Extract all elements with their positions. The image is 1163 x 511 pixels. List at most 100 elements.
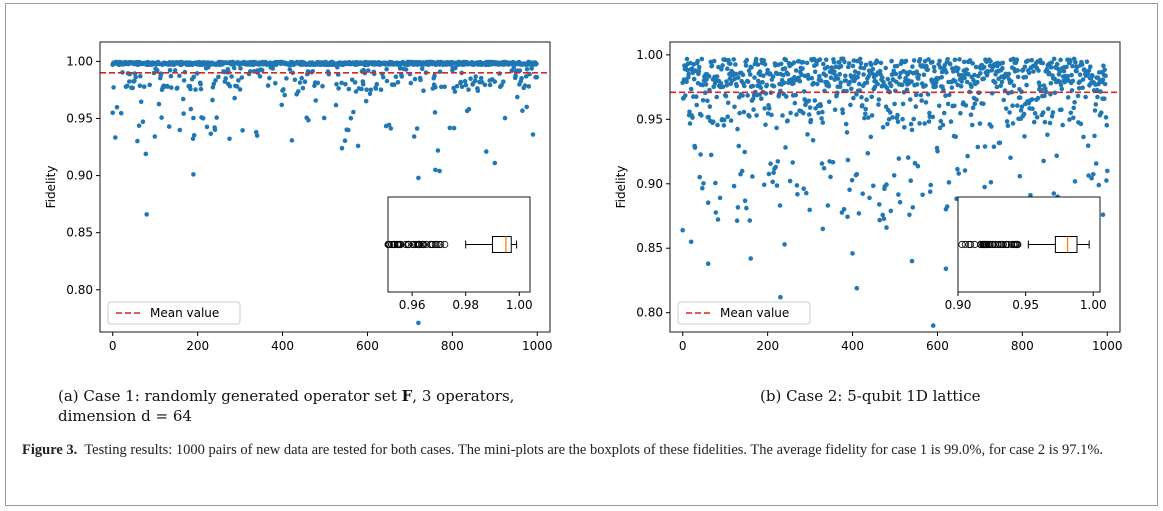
data-point [823, 57, 829, 62]
inset-flier [980, 240, 988, 249]
data-point [899, 82, 905, 88]
data-point [944, 204, 950, 209]
data-point [943, 266, 949, 272]
data-point [747, 114, 752, 119]
data-point [1054, 153, 1059, 159]
data-point [877, 202, 882, 207]
data-point [959, 79, 964, 84]
data-point [868, 134, 874, 140]
data-point [1074, 69, 1079, 74]
inset-flier [1004, 240, 1012, 249]
data-point [876, 102, 881, 107]
figure-caption: Figure 3. Testing results: 1000 pairs of… [22, 440, 1142, 461]
data-point [391, 82, 397, 87]
data-point [684, 79, 689, 85]
data-point [279, 102, 284, 108]
data-point [1093, 102, 1099, 107]
data-point [742, 198, 748, 203]
data-point [750, 96, 756, 101]
data-point [970, 105, 976, 111]
data-point [971, 78, 976, 83]
data-point [1067, 117, 1072, 122]
data-point [132, 71, 138, 76]
data-point [1048, 92, 1053, 97]
data-point [880, 212, 885, 218]
data-point [1037, 83, 1043, 89]
data-point [736, 75, 741, 80]
x-tick-label: 1000 [522, 339, 553, 353]
data-point [1021, 111, 1027, 117]
data-point [687, 121, 693, 126]
data-point [397, 66, 403, 71]
data-point [348, 115, 354, 121]
inset-flier [394, 240, 402, 249]
data-point [768, 161, 773, 166]
data-point [714, 94, 719, 100]
data-point [783, 145, 788, 150]
data-point [699, 56, 705, 62]
data-point [1077, 79, 1082, 84]
data-point [851, 95, 856, 101]
data-point [930, 59, 935, 65]
x-tick-label: 600 [356, 339, 379, 353]
data-point [701, 181, 706, 186]
data-point [944, 70, 949, 75]
data-point [806, 76, 811, 81]
data-point [724, 79, 729, 84]
data-point [492, 79, 498, 84]
data-point [723, 93, 729, 99]
data-point [910, 64, 915, 69]
inset-flier [396, 240, 404, 249]
plot-frame [99, 41, 551, 333]
data-point [151, 70, 157, 76]
data-point [984, 73, 990, 78]
data-point [1050, 110, 1056, 115]
data-point [946, 180, 952, 185]
data-point [313, 98, 319, 103]
data-point [231, 65, 237, 71]
data-point [1075, 93, 1081, 99]
data-point [1099, 110, 1104, 115]
data-point [969, 84, 974, 90]
data-point [856, 70, 861, 76]
data-point [707, 87, 712, 93]
data-point [1095, 94, 1100, 100]
data-point [704, 77, 709, 82]
data-point [204, 124, 210, 130]
data-point [840, 110, 846, 116]
data-point [819, 161, 825, 166]
data-point [715, 122, 720, 128]
data-point [368, 87, 374, 93]
data-point [759, 96, 764, 101]
inset-flier [989, 240, 997, 249]
data-point [940, 122, 946, 128]
data-point [896, 192, 901, 197]
data-point [524, 67, 530, 72]
data-point [447, 125, 453, 131]
data-point [945, 101, 951, 107]
data-point [754, 113, 759, 118]
data-point [964, 67, 969, 72]
data-point [395, 80, 401, 85]
data-point [530, 132, 536, 137]
data-point [169, 85, 174, 90]
data-point [825, 203, 831, 208]
y-tick-label: 1.00 [66, 54, 93, 68]
data-point [1040, 110, 1046, 115]
data-point [780, 113, 785, 118]
data-point [863, 62, 869, 68]
data-point [292, 77, 298, 83]
data-point [408, 80, 414, 86]
data-point [520, 108, 525, 113]
data-point [762, 106, 767, 111]
data-point [287, 67, 293, 72]
data-point [1025, 58, 1031, 63]
data-point [843, 78, 849, 83]
data-point [758, 85, 764, 90]
data-point [1078, 121, 1084, 127]
data-point [147, 82, 152, 88]
data-point [193, 87, 198, 92]
data-point [952, 103, 957, 109]
data-point [458, 79, 464, 85]
data-point [300, 85, 306, 91]
